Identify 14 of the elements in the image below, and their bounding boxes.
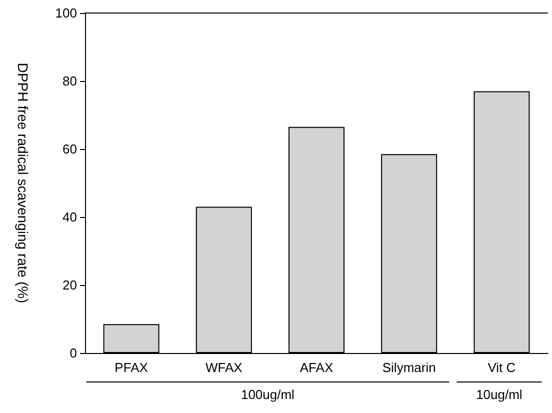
x-tick-label: Vit C bbox=[488, 360, 516, 375]
y-tick-label: 100 bbox=[55, 6, 77, 20]
x-tick-label: PFAX bbox=[114, 360, 148, 375]
y-tick-label: 40 bbox=[62, 210, 77, 224]
y-axis-title: DPPH free radical scavenging rate (%) bbox=[15, 62, 31, 304]
text: 100ug/ml bbox=[240, 387, 295, 402]
x-tick-label: AFAX bbox=[300, 360, 334, 375]
y-tick-label: 0 bbox=[70, 346, 77, 360]
x-tick-label: Silymarin bbox=[382, 360, 436, 375]
y-tick-label: 60 bbox=[62, 142, 77, 156]
y-tick-label: 20 bbox=[62, 278, 77, 292]
text: 10ug/ml bbox=[476, 387, 522, 402]
y-tick-label: 80 bbox=[62, 74, 77, 88]
x-tick-label: WFAX bbox=[205, 360, 243, 375]
